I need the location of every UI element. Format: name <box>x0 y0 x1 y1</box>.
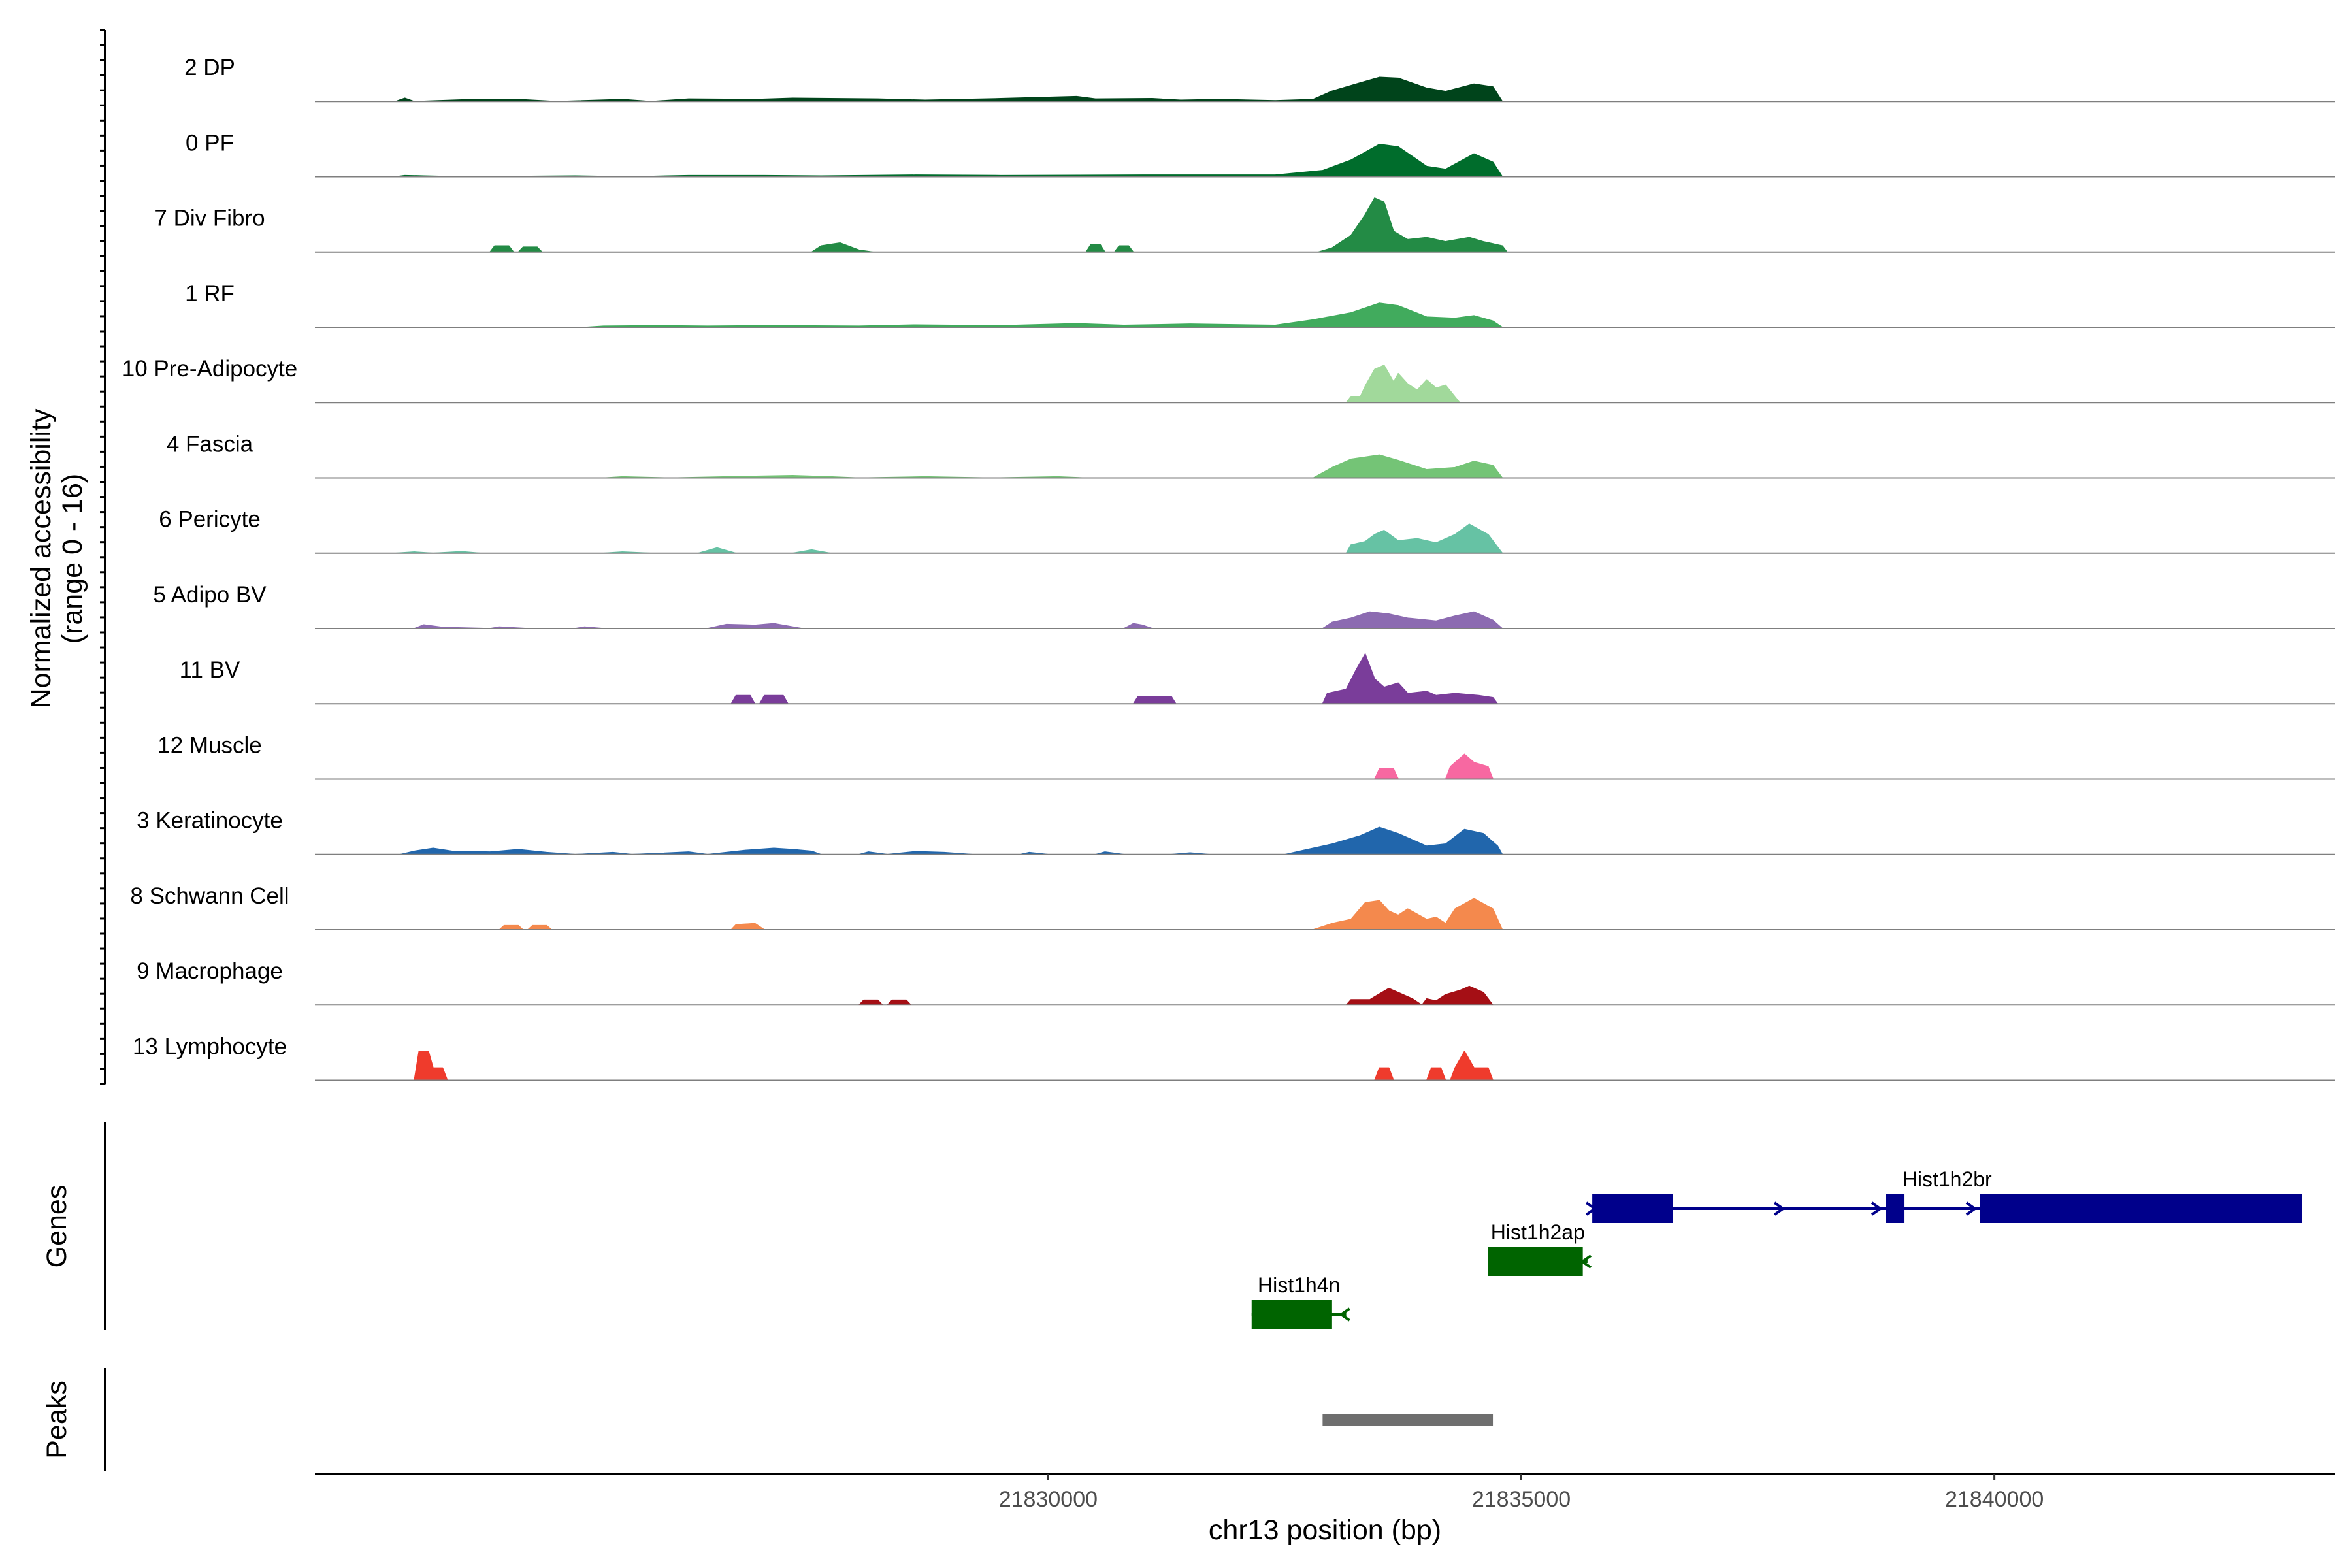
track-6-pericyte: 6 Pericyte <box>159 507 2335 554</box>
gene-exon <box>1488 1247 1583 1276</box>
track-5-adipo-bv: 5 Adipo BV <box>153 582 2335 629</box>
track-0-pf: 0 PF <box>186 130 2335 178</box>
coverage-area <box>583 302 1503 328</box>
x-tick-label: 21830000 <box>999 1487 1098 1512</box>
track-panel: 2 DP 0 PF 7 Div Fibro 1 RF 10 Pre-Adipocyte 4… <box>122 55 2335 1081</box>
peak-bar <box>1322 1414 1494 1426</box>
track-label: 4 Fascia <box>167 431 253 457</box>
gene-hist1h4n: Hist1h4n <box>1251 1273 1350 1329</box>
track-label: 11 BV <box>180 657 240 683</box>
track-label: 3 Keratinocyte <box>137 808 283 834</box>
genes-panel-label: Genes <box>41 1185 73 1268</box>
track-label: 8 Schwann Cell <box>130 883 289 909</box>
coverage-area <box>858 985 1494 1006</box>
strand-arrow <box>1774 1201 1786 1216</box>
gene-hist1h2ap: Hist1h2ap <box>1488 1220 1592 1276</box>
gene-exon <box>1980 1194 2302 1223</box>
track-label: 7 Div Fibro <box>154 206 265 231</box>
track-label: 2 DP <box>184 55 235 80</box>
strand-arrow <box>1965 1201 1978 1216</box>
gene-label: Hist1h2ap <box>1491 1220 1585 1244</box>
peaks-panel-label: Peaks <box>41 1380 73 1459</box>
gene-exon <box>1592 1194 1673 1223</box>
y-axis-label-line1: Normalized accessibility <box>25 408 57 708</box>
coverage-area <box>489 197 1508 253</box>
track-label: 9 Macrophage <box>137 958 283 984</box>
track-12-muscle: 12 Muscle <box>157 732 2335 780</box>
coverage-area <box>399 826 1503 855</box>
track-label: 12 Muscle <box>157 732 262 758</box>
track-7-div-fibro: 7 Div Fibro <box>154 197 2335 253</box>
peak-panel <box>1322 1414 1494 1426</box>
coverage-area <box>395 76 1503 103</box>
track-13-lymphocyte: 13 Lymphocyte <box>133 1034 2335 1081</box>
x-tick-label: 21840000 <box>1945 1487 2044 1512</box>
x-tick-label: 21835000 <box>1472 1487 1571 1512</box>
x-axis-ticks: 21830000 21835000 21840000 <box>999 1474 2044 1512</box>
track-label: 5 Adipo BV <box>153 582 267 608</box>
coverage-area <box>395 523 1503 554</box>
gene-label: Hist1h4n <box>1258 1273 1340 1297</box>
coverage-area <box>414 1051 1494 1081</box>
track-label: 13 Lymphocyte <box>133 1034 287 1059</box>
gene-exon <box>1251 1300 1332 1329</box>
accessibility-y-axis <box>100 29 106 1085</box>
track-label: 6 Pericyte <box>159 507 261 532</box>
strand-arrow <box>1870 1201 1883 1216</box>
track-label: 1 RF <box>185 281 235 306</box>
track-4-fascia: 4 Fascia <box>167 431 2335 479</box>
coverage-area <box>498 898 1503 930</box>
coverage-area <box>414 611 1503 629</box>
track-3-keratinocyte: 3 Keratinocyte <box>137 808 2335 855</box>
track-label: 10 Pre-Adipocyte <box>122 356 297 382</box>
gene-hist1h2br: Hist1h2br <box>1585 1168 2302 1223</box>
gene-exon <box>1886 1194 1905 1223</box>
coverage-area <box>395 144 1503 178</box>
coverage-area <box>602 454 1503 479</box>
coverage-area <box>730 653 1499 705</box>
track-2-dp: 2 DP <box>184 55 2335 103</box>
track-8-schwann-cell: 8 Schwann Cell <box>130 883 2335 930</box>
coverage-area <box>1374 753 1494 780</box>
track-1-rf: 1 RF <box>185 281 2335 328</box>
coverage-area <box>1345 365 1461 404</box>
gene-panel: Hist1h2br Hist1h2ap Hist1h4n <box>1251 1168 2302 1329</box>
track-10-pre-adipocyte: 10 Pre-Adipocyte <box>122 356 2335 404</box>
track-9-macrophage: 9 Macrophage <box>137 958 2335 1006</box>
track-11-bv: 11 BV <box>180 653 2335 705</box>
x-axis-label: chr13 position (bp) <box>1209 1514 1441 1546</box>
track-label: 0 PF <box>186 130 234 155</box>
strand-arrow <box>1339 1307 1350 1322</box>
gene-label: Hist1h2br <box>1903 1168 1992 1191</box>
y-axis-label-line2: (range 0 - 16) <box>57 474 88 644</box>
